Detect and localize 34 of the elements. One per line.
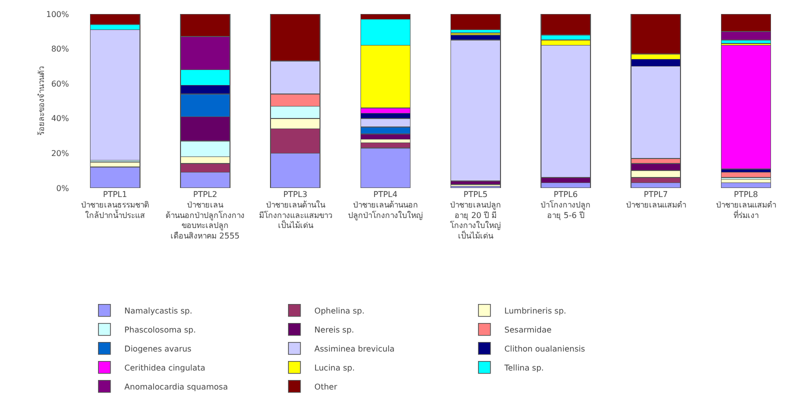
y-tick-label: 0% [56,184,70,193]
bar [450,40,501,182]
legend-label: Other [314,382,338,392]
x-tick-label: PTPL1 ป่าชายเลนธรรมชาติ ใกล้ปากน้ำประแส [81,190,150,220]
y-tick-label: 40% [51,114,70,124]
legend-label: Diogenes avarus [124,344,192,354]
legend-label: Lucina sp. [314,364,355,372]
x-tick-label: PTPL7 ป่าชายเลนแสมดำ [626,190,686,210]
x-tick-label: PTPL8 ป่าชายเลนแสมดำ ที่ร่มเงา [716,190,776,220]
x-tick-label: PTPL3 ป่าชายเลนด้านใน มีโกงกางและแสมขาว เป็นไม้เด่น [258,190,332,230]
y-tick-label: 100% [46,10,70,19]
y-axis-title: ร้อยละของจำนวนตัว [37,66,46,136]
legend-label: Anomalocardia squamosa [124,382,228,392]
legend-label: Phascolosoma sp. [124,326,196,334]
legend-label: Assiminea brevicula [314,344,395,354]
y-tick-label: 60% [51,79,70,88]
legend-label: Cerithidea cingulata [124,364,206,372]
bar [90,29,140,161]
legend-label: Sesarmidae [504,326,552,334]
bar [90,166,140,188]
legend-label: Clithon oualaniensis [504,344,586,354]
bar [720,44,772,170]
bar [450,14,501,30]
legend-label: Namalycastis sp. [124,306,192,316]
x-tick-label: PTPL5 ป่าชายเลนปลูก อายุ 20 ปี มี โกงกางใบใหญ่ เป็นไม้เด่น [450,190,502,241]
legend-label: Ophelina sp. [314,306,365,316]
legend-label: Lumbrineris sp. [504,306,566,316]
y-tick-label: 80% [51,44,70,54]
x-tick-label: PTPL4 ป่าชายเลนด้านนอก ปลูกป่าโกงกางใบใหญ่ [348,190,423,221]
x-tick-label: PTPL6 ป่าโกงกางปลูก อายุ 5-6 ปี [540,190,591,220]
x-tick-label: PTPL2 ป่าชายเลน ด้านนอกป่าปลูกโกงกาง ขอบทะเลปลูก เดือนสิงหาคม 2555 [166,190,245,241]
legend-label: Tellina sp. [503,364,544,372]
y-tick-label: 20% [51,149,70,158]
legend-label: Nereis sp. [314,326,354,334]
